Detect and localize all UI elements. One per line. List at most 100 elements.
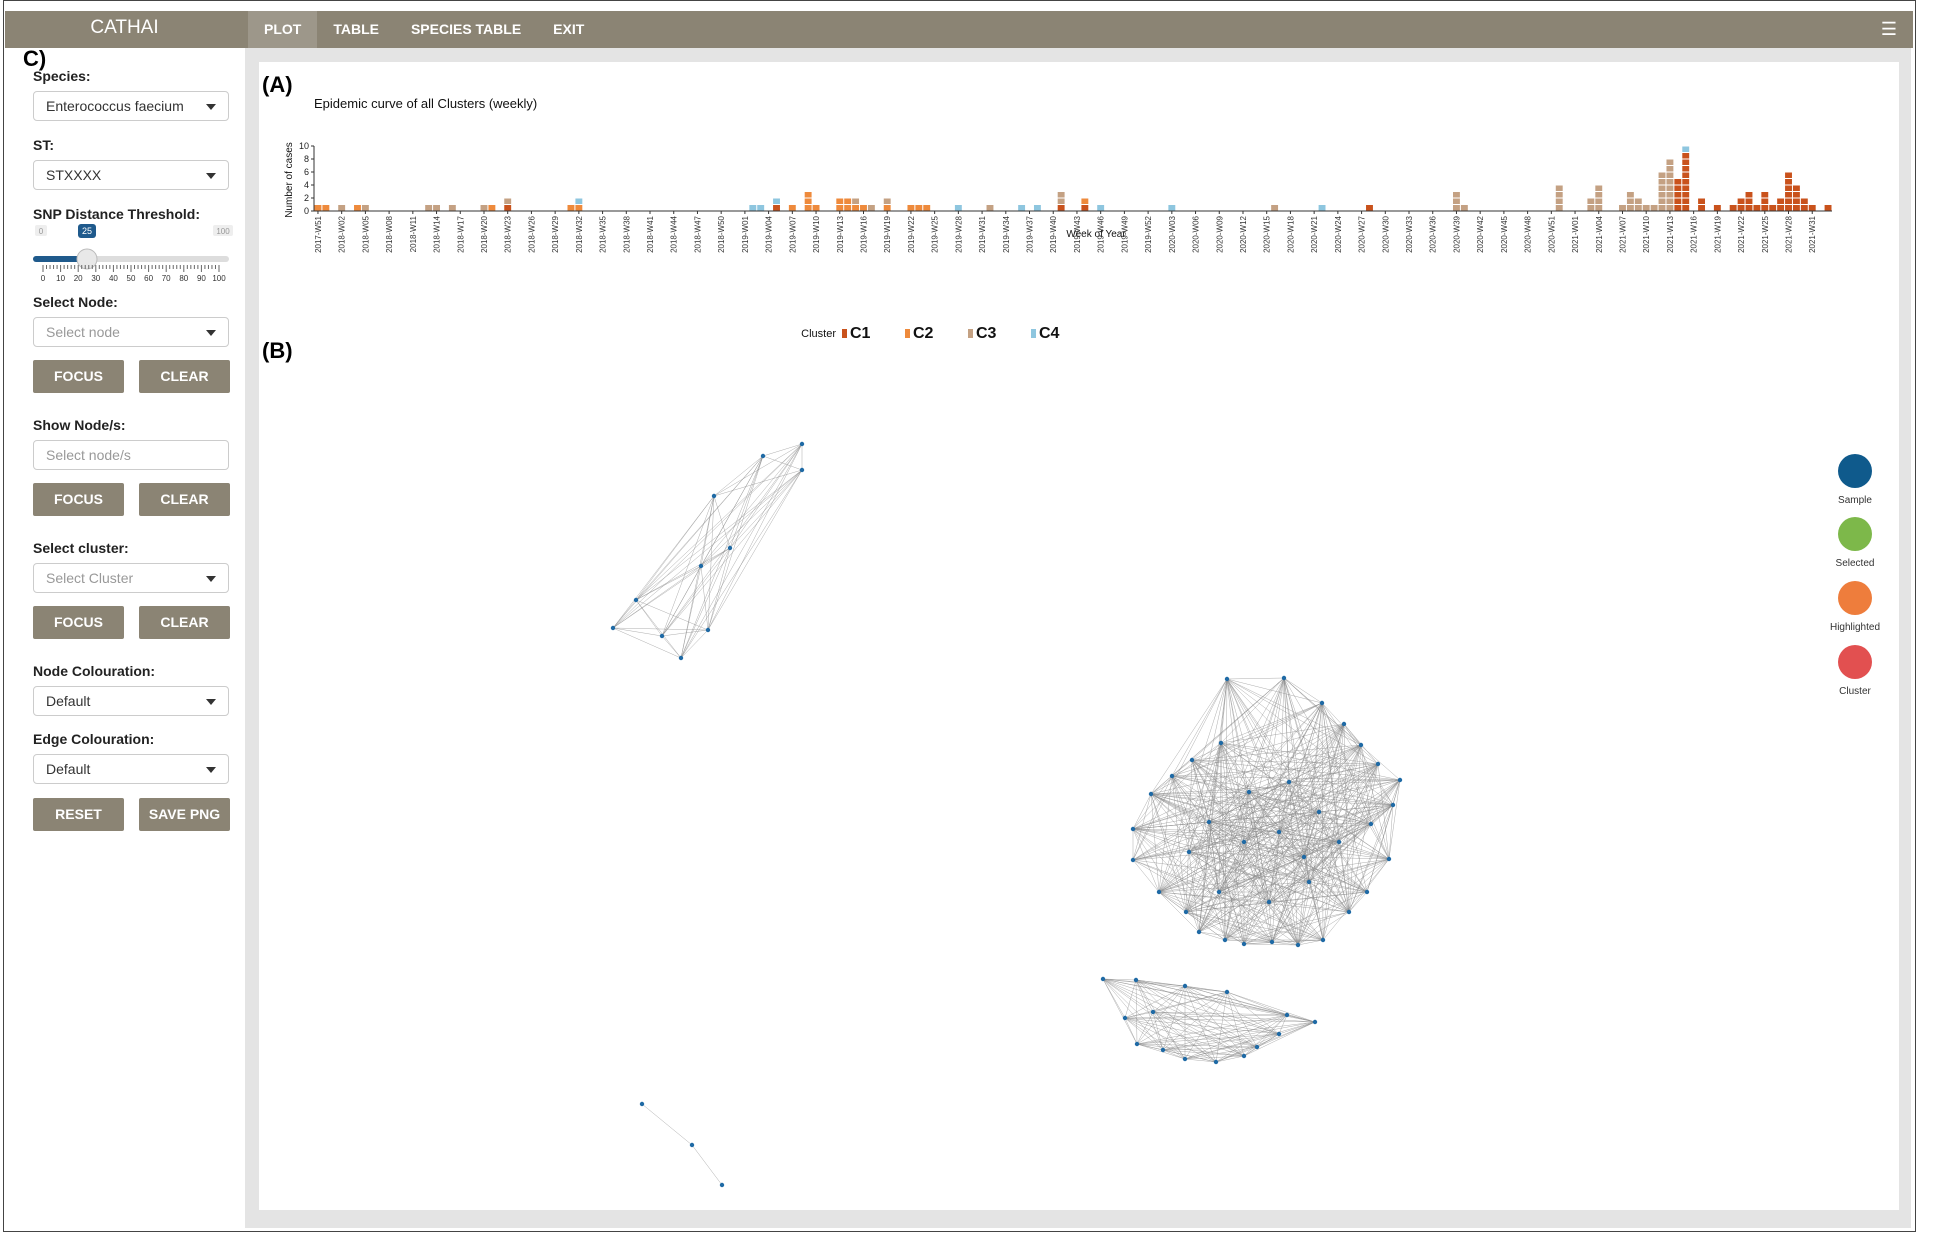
network-node[interactable]: [1358, 742, 1364, 748]
network-node[interactable]: [1130, 826, 1136, 832]
network-node[interactable]: [1224, 676, 1230, 682]
slider-handle[interactable]: [76, 248, 98, 270]
network-node[interactable]: [610, 625, 616, 631]
tab-exit[interactable]: EXIT: [553, 21, 585, 37]
clear-cluster-button[interactable]: CLEAR: [139, 606, 230, 639]
network-node[interactable]: [1122, 1015, 1128, 1021]
network-node[interactable]: [1390, 802, 1396, 808]
show-nodes-input[interactable]: Select node/s: [33, 440, 229, 470]
st-select[interactable]: STXXXX: [33, 160, 229, 190]
network-node[interactable]: [1182, 1056, 1188, 1062]
network-node[interactable]: [1301, 854, 1307, 860]
network-node[interactable]: [1196, 929, 1202, 935]
reset-button[interactable]: RESET: [33, 798, 124, 831]
network-node[interactable]: [689, 1142, 695, 1148]
tab-species-table[interactable]: SPECIES TABLE: [410, 21, 522, 37]
network-node[interactable]: [799, 467, 805, 473]
network-node[interactable]: [1364, 889, 1370, 895]
edge-colouration-select[interactable]: Default: [33, 754, 229, 784]
network-node[interactable]: [1148, 791, 1154, 797]
network-node[interactable]: [1246, 789, 1252, 795]
network-node[interactable]: [799, 441, 805, 447]
network-edge: [1132, 828, 1245, 843]
x-tick-label: 2018-W35: [599, 215, 608, 252]
network-node[interactable]: [1156, 889, 1162, 895]
network-node[interactable]: [1186, 849, 1192, 855]
network-node[interactable]: [1222, 937, 1228, 943]
network-node[interactable]: [1160, 1047, 1166, 1053]
network-node[interactable]: [1182, 983, 1188, 989]
network-node[interactable]: [1266, 899, 1272, 905]
network-node[interactable]: [1254, 1044, 1260, 1050]
network-node[interactable]: [1276, 1031, 1282, 1037]
save-png-button[interactable]: SAVE PNG: [139, 798, 230, 831]
network-node[interactable]: [1316, 809, 1322, 815]
network-node[interactable]: [1189, 757, 1195, 763]
select-node-dropdown[interactable]: Select node: [33, 317, 229, 347]
network-node[interactable]: [1375, 761, 1381, 767]
tab-table[interactable]: TABLE: [333, 21, 379, 37]
network-edge: [1303, 811, 1320, 858]
network-node[interactable]: [1150, 1009, 1156, 1015]
network-node[interactable]: [1133, 977, 1139, 983]
focus-node-button[interactable]: FOCUS: [33, 360, 124, 393]
select-cluster-dropdown[interactable]: Select Cluster: [33, 563, 229, 593]
network-node[interactable]: [1386, 856, 1392, 862]
network-node[interactable]: [1169, 773, 1175, 779]
network-node[interactable]: [1269, 939, 1275, 945]
network-node[interactable]: [1206, 819, 1212, 825]
network-node[interactable]: [678, 655, 684, 661]
network-node[interactable]: [1134, 1041, 1140, 1047]
network-node[interactable]: [1281, 675, 1287, 681]
focus-nodes-button[interactable]: FOCUS: [33, 483, 124, 516]
network-node[interactable]: [698, 563, 704, 569]
network-edge: [1132, 859, 1324, 941]
network-node[interactable]: [639, 1101, 645, 1107]
network-node[interactable]: [1241, 839, 1247, 845]
snp-distance-slider[interactable]: 0 100 25 0 10 20 30 40 50 60 70 80 90 100: [33, 222, 233, 282]
network-node[interactable]: [1295, 942, 1301, 948]
slider-min-badge: [35, 225, 47, 236]
network-node[interactable]: [1284, 1012, 1290, 1018]
network-node[interactable]: [1241, 941, 1247, 947]
network-node[interactable]: [719, 1182, 725, 1188]
tab-plot[interactable]: PLOT: [248, 11, 318, 48]
network-node[interactable]: [1346, 909, 1352, 915]
network-node[interactable]: [1216, 889, 1222, 895]
node-colouration-select[interactable]: Default: [33, 686, 229, 716]
clear-node-button[interactable]: CLEAR: [139, 360, 230, 393]
network-edge: [1288, 723, 1345, 783]
network-node[interactable]: [711, 493, 717, 499]
network-node[interactable]: [659, 633, 665, 639]
network-node[interactable]: [1336, 839, 1342, 845]
network-node[interactable]: [1286, 779, 1292, 785]
network-node[interactable]: [1241, 1053, 1247, 1059]
network-node[interactable]: [1320, 937, 1326, 943]
network-node[interactable]: [1306, 879, 1312, 885]
network-node[interactable]: [1368, 821, 1374, 827]
network-node[interactable]: [1397, 777, 1403, 783]
network-node[interactable]: [1319, 700, 1325, 706]
focus-cluster-button[interactable]: FOCUS: [33, 606, 124, 639]
species-select[interactable]: Enterococcus faecium: [33, 91, 229, 121]
network-node[interactable]: [1213, 1059, 1219, 1065]
clear-nodes-button[interactable]: CLEAR: [139, 483, 230, 516]
network-node[interactable]: [1130, 857, 1136, 863]
network-edge: [1218, 891, 1324, 941]
network-graph[interactable]: Sample Selected Highlighted Cluster: [259, 362, 1899, 1202]
network-node[interactable]: [633, 597, 639, 603]
network-node[interactable]: [705, 627, 711, 633]
network-node[interactable]: [1100, 976, 1106, 982]
network-node[interactable]: [1341, 721, 1347, 727]
network-node[interactable]: [760, 453, 766, 459]
network-node[interactable]: [1183, 909, 1189, 915]
legend-swatch-c3: [968, 329, 973, 338]
network-node[interactable]: [1312, 1019, 1318, 1025]
network-node[interactable]: [1224, 989, 1230, 995]
network-node[interactable]: [1276, 829, 1282, 835]
network-edge: [1191, 744, 1362, 761]
chevron-down-icon: [206, 330, 216, 336]
hamburger-menu-icon[interactable]: ☰: [1880, 19, 1897, 39]
network-node[interactable]: [1218, 740, 1224, 746]
network-node[interactable]: [727, 545, 733, 551]
